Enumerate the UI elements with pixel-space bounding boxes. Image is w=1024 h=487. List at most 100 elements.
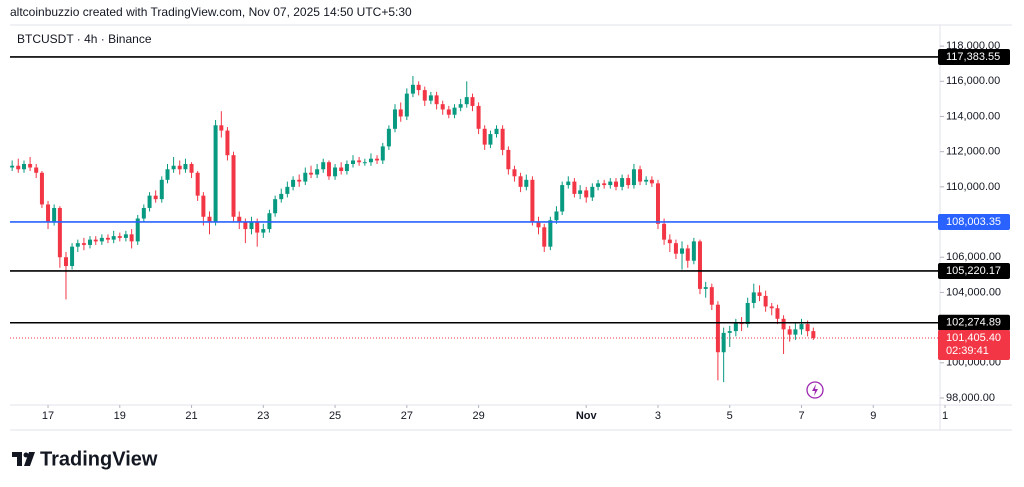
candles xyxy=(10,76,816,383)
y-tick-label: 114,000.00 xyxy=(946,110,1000,122)
countdown-label: 02:39:41 xyxy=(946,345,989,357)
candle-body xyxy=(488,134,493,145)
candle-body xyxy=(560,185,565,212)
x-tick-label: 29 xyxy=(472,410,484,422)
candle-body xyxy=(398,109,403,117)
candle-body xyxy=(165,169,170,180)
candle-body xyxy=(231,155,236,217)
candle-body xyxy=(530,179,535,223)
candle-body xyxy=(99,237,104,242)
candle-body xyxy=(255,222,260,233)
candle-body xyxy=(775,308,780,319)
attribution: altcoinbuzzio created with TradingView.c… xyxy=(10,5,412,19)
candle-body xyxy=(566,181,571,186)
candle-body xyxy=(793,329,798,335)
candle-body xyxy=(141,207,146,219)
candle-body xyxy=(177,165,182,170)
candle-body xyxy=(135,218,140,242)
candle-body xyxy=(518,176,523,187)
y-tick-label: 112,000.00 xyxy=(946,146,1000,158)
candle-body xyxy=(63,257,68,267)
candle-body xyxy=(680,248,685,254)
candle-body xyxy=(404,93,409,117)
candle-body xyxy=(351,160,356,164)
candle-body xyxy=(297,179,302,182)
candle-body xyxy=(362,162,367,164)
candle-body xyxy=(590,186,595,198)
candle-body xyxy=(452,107,457,115)
x-tick-label: 9 xyxy=(870,410,876,422)
x-tick-label: 21 xyxy=(185,410,197,422)
candle-body xyxy=(787,329,792,335)
last-price-box xyxy=(938,330,1010,361)
candle-body xyxy=(745,302,750,325)
alert-icon xyxy=(806,381,824,399)
y-tick-label: 110,000.00 xyxy=(946,181,1000,193)
candle-body xyxy=(440,104,445,110)
candle-body xyxy=(799,324,804,330)
candle-body xyxy=(446,109,451,115)
x-tick-label: 3 xyxy=(655,410,661,422)
candle-body xyxy=(46,204,51,223)
candle-body xyxy=(75,243,80,247)
level-label: 108,003.35 xyxy=(946,216,1001,228)
level-label: 105,220.17 xyxy=(946,265,1001,277)
candle-body xyxy=(751,292,756,303)
candle-body xyxy=(291,179,296,187)
candle-body xyxy=(279,193,284,200)
x-tick-label: 19 xyxy=(114,410,126,422)
candle-body xyxy=(662,223,667,240)
candle-body xyxy=(386,128,391,147)
candle-body xyxy=(243,222,248,230)
candle-body xyxy=(225,130,230,156)
candle-body xyxy=(476,105,481,129)
candle-body xyxy=(781,318,786,330)
candle-body xyxy=(434,95,439,105)
candle-body xyxy=(88,239,93,245)
candle-body xyxy=(111,236,116,240)
candle-body xyxy=(380,146,385,161)
candle-body xyxy=(733,322,738,332)
candle-body xyxy=(333,167,338,177)
candle-body xyxy=(554,211,559,221)
candle-body xyxy=(249,222,254,230)
candle-body xyxy=(500,128,505,150)
x-tick-label: 1 xyxy=(942,410,948,422)
candle-body xyxy=(57,207,62,258)
x-tick-label: 25 xyxy=(329,410,341,422)
candle-body xyxy=(219,125,224,131)
candle-body xyxy=(410,84,415,94)
level-label: 102,274.89 xyxy=(946,317,1001,329)
candle-body xyxy=(52,207,57,223)
candle-body xyxy=(667,239,672,244)
candle-body xyxy=(631,169,636,186)
candle-body xyxy=(542,227,547,247)
candle-body xyxy=(392,109,397,129)
candle-body xyxy=(494,128,499,135)
candle-body xyxy=(536,222,541,228)
x-tick-label: 5 xyxy=(727,410,733,422)
candle-body xyxy=(763,295,768,307)
level-label: 117,383.55 xyxy=(946,51,1000,63)
candle-body xyxy=(727,331,732,333)
candle-body xyxy=(811,331,816,339)
y-tick-label: 104,000.00 xyxy=(946,286,1001,298)
candle-body xyxy=(273,199,278,214)
candle-body xyxy=(422,90,427,101)
candle-body xyxy=(673,243,678,254)
candle-body xyxy=(620,178,625,187)
candle-body xyxy=(614,181,619,187)
candle-body xyxy=(458,104,463,108)
candle-body xyxy=(303,172,308,182)
candle-body xyxy=(201,195,206,217)
candle-body xyxy=(769,306,774,309)
candle-body xyxy=(195,172,200,196)
candle-body xyxy=(315,169,320,175)
candle-body xyxy=(70,246,75,267)
candle-body xyxy=(572,181,577,194)
brand-name: TradingView xyxy=(40,448,158,470)
candle-body xyxy=(709,287,714,305)
x-tick-label: 27 xyxy=(401,410,413,422)
candle-body xyxy=(602,183,607,186)
candle-body xyxy=(39,172,44,205)
